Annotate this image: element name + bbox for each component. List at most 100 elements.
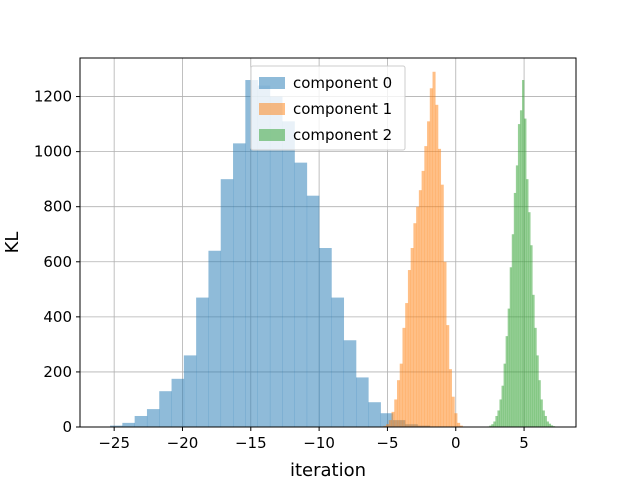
histogram-bar: [440, 184, 444, 427]
histogram-bar: [446, 325, 450, 427]
x-axis-label: iteration: [290, 460, 366, 480]
histogram-bar: [513, 192, 517, 427]
x-tick-label: −25: [98, 434, 130, 452]
legend-label: component 1: [293, 100, 392, 118]
histogram-bar: [454, 413, 458, 427]
histogram-bar: [501, 385, 504, 427]
histogram-bar: [416, 206, 420, 427]
histogram-bar: [550, 425, 554, 427]
histogram-bar: [524, 118, 527, 427]
y-tick-label: 400: [43, 308, 72, 326]
histogram-bar: [306, 195, 320, 427]
histogram-bar: [530, 245, 533, 427]
histogram-bar: [497, 410, 500, 427]
y-tick-label: 200: [43, 363, 72, 381]
histogram-bar: [331, 297, 345, 427]
histogram-bar: [383, 425, 387, 427]
x-tick-label: 5: [519, 434, 529, 452]
legend-box: [250, 65, 406, 151]
histogram-bar: [457, 422, 461, 427]
legend-swatch: [259, 103, 285, 115]
histogram-bar: [402, 327, 406, 427]
y-tick-label: 1200: [34, 88, 72, 106]
histogram-bar: [418, 190, 422, 427]
histogram-bar: [391, 411, 395, 427]
histogram-bar: [532, 294, 535, 427]
histogram-bar: [294, 162, 308, 427]
histogram-bar: [451, 396, 455, 427]
histogram-bar: [522, 80, 525, 428]
histogram-bar: [424, 146, 428, 428]
histogram-bar: [548, 423, 552, 427]
histogram-bar: [459, 425, 463, 427]
histogram-bar: [546, 421, 549, 427]
histogram-bar: [183, 355, 197, 427]
histogram-bar: [421, 170, 425, 427]
histogram-bar: [435, 104, 439, 428]
histogram-bar: [356, 377, 369, 427]
histogram-bar: [536, 355, 539, 427]
legend-swatch: [259, 129, 285, 141]
legend-label: component 2: [293, 126, 392, 144]
histogram-bar: [437, 148, 442, 427]
series-2-bars: [487, 80, 556, 428]
histogram-bar: [405, 303, 409, 427]
histogram-bar: [110, 425, 123, 427]
legend: component 0 component 1 component 2: [250, 65, 406, 151]
histogram-bar: [388, 420, 392, 427]
histogram-bar: [319, 248, 332, 427]
histogram-bar: [410, 248, 414, 427]
histogram-bar: [159, 391, 172, 427]
histogram-bar: [429, 88, 433, 427]
histogram-bar: [432, 71, 436, 428]
histogram-bar: [343, 340, 357, 427]
histogram-bars: [110, 71, 556, 428]
series-1-bars: [380, 71, 463, 428]
histogram-bar: [519, 110, 523, 427]
histogram-bar: [208, 250, 222, 427]
histogram-bar: [443, 261, 447, 427]
histogram-bar: [427, 121, 431, 428]
series-0-bars: [110, 80, 431, 428]
histogram-bar: [499, 399, 502, 427]
histogram-bar: [146, 409, 160, 427]
histogram-bar: [517, 124, 521, 428]
histogram-bar: [515, 165, 519, 428]
histogram-bar: [394, 399, 398, 427]
histogram-bar: [399, 363, 403, 427]
histogram-bar: [134, 415, 148, 427]
x-axis-ticks: −25 −20 −15 −10 −5 0 5: [98, 427, 529, 452]
histogram-bar: [397, 380, 401, 427]
histogram-bar: [505, 336, 508, 427]
histogram-bar: [493, 421, 496, 427]
histogram-bar: [509, 267, 513, 427]
histogram-bar: [491, 424, 494, 427]
histogram-bar: [269, 96, 283, 427]
x-tick-label: 0: [451, 434, 461, 452]
histogram-bar: [233, 143, 246, 428]
x-tick-label: −20: [167, 434, 199, 452]
histogram-bar: [540, 399, 543, 427]
x-tick-label: −5: [376, 434, 398, 452]
x-tick-label: −10: [303, 434, 335, 452]
y-axis-label: KL: [2, 232, 23, 254]
legend-swatch: [259, 77, 285, 89]
histogram-bar: [489, 425, 492, 427]
histogram-bar: [448, 369, 452, 427]
histogram-bar: [196, 297, 209, 427]
histogram-bar: [282, 121, 295, 428]
histogram-bar: [171, 378, 185, 427]
histogram-bar: [368, 402, 381, 427]
histogram-bar: [544, 415, 547, 427]
y-tick-label: 800: [43, 198, 72, 216]
plot-frame: [79, 57, 577, 428]
histogram-bar: [407, 270, 411, 427]
histogram-bar: [538, 380, 541, 427]
histogram-bar: [526, 179, 529, 427]
histogram-bar: [507, 308, 511, 427]
y-tick-label: 600: [43, 253, 72, 271]
histogram-bar: [386, 424, 390, 427]
histogram-bar: [511, 234, 515, 427]
histogram-bar: [495, 415, 498, 427]
histogram-bar: [122, 422, 135, 427]
